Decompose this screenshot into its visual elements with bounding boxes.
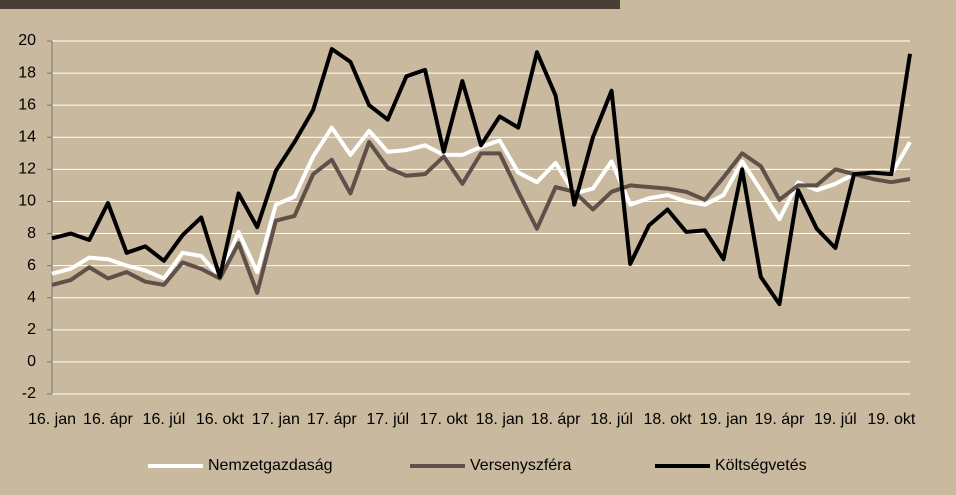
y-tick-label: 20 — [18, 32, 36, 49]
x-tick-label: 19. okt — [867, 411, 916, 428]
line-series — [51, 47, 912, 307]
x-tick-label: 19. ápr — [755, 411, 805, 428]
x-tick-label: 16. okt — [196, 411, 245, 428]
x-tick-label: 18. jan — [476, 411, 524, 428]
y-tick-label: 14 — [18, 128, 36, 145]
x-tick-label: 16. jan — [28, 411, 76, 428]
legend-label: Versenyszféra — [470, 457, 571, 474]
x-tick-label: 17. okt — [420, 411, 469, 428]
y-tick-label: 6 — [27, 257, 36, 274]
line-series — [51, 140, 911, 295]
x-tick-label: 16. júl — [143, 411, 186, 428]
x-tick-label: 18. okt — [644, 411, 693, 428]
x-tick-label: 19. jan — [699, 411, 747, 428]
x-tick-label: 18. ápr — [531, 411, 581, 428]
y-tick-label: 8 — [27, 225, 36, 242]
y-tick-label: 16 — [18, 96, 36, 113]
y-tick-label: 12 — [18, 161, 36, 178]
y-tick-label: 18 — [18, 64, 36, 81]
legend-label: Nemzetgazdaság — [208, 457, 333, 474]
y-tick-label: 0 — [27, 353, 36, 370]
y-tick-label: 10 — [18, 193, 36, 210]
x-tick-label: 17. júl — [366, 411, 409, 428]
x-tick-label: 19. júl — [814, 411, 857, 428]
y-tick-label: -2 — [22, 385, 36, 402]
title-bar — [0, 0, 620, 9]
y-tick-label: 4 — [27, 289, 36, 306]
x-tick-label: 17. jan — [252, 411, 300, 428]
legend-label: Költségvetés — [715, 457, 807, 474]
x-tick-label: 16. ápr — [83, 411, 133, 428]
x-tick-label: 18. júl — [590, 411, 633, 428]
x-tick-label: 17. ápr — [307, 411, 357, 428]
y-tick-label: 2 — [27, 321, 36, 338]
